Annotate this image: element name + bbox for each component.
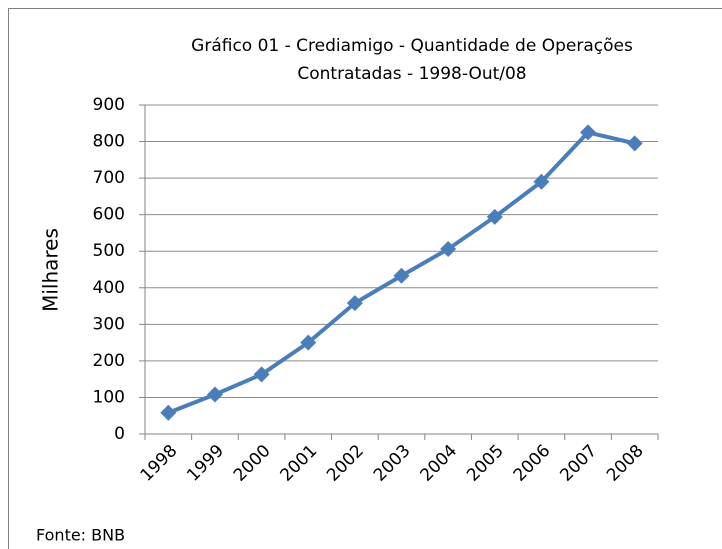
data-marker — [580, 124, 597, 141]
y-tick-label: 400 — [93, 278, 125, 298]
y-tick-label: 500 — [93, 241, 125, 261]
x-tick-label: 1999 — [183, 441, 228, 486]
chart-title: Contratadas - 1998-Out/08 — [297, 64, 526, 84]
y-tick-label: 0 — [114, 424, 125, 444]
data-marker — [160, 404, 177, 421]
data-marker — [533, 173, 550, 190]
chart-title: Gráfico 01 - Crediamigo - Quantidade de … — [191, 36, 633, 56]
data-marker — [486, 208, 503, 225]
y-tick-label: 600 — [93, 205, 125, 225]
data-marker — [206, 386, 223, 403]
x-tick-label: 2000 — [230, 441, 275, 486]
data-marker — [626, 135, 643, 152]
x-tick-label: 2002 — [323, 441, 368, 486]
x-tick-label: 2001 — [277, 441, 322, 486]
y-tick-label: 800 — [93, 132, 125, 152]
data-marker — [393, 267, 410, 284]
y-axis-label: Milhares — [39, 228, 63, 312]
x-tick-label: 2007 — [556, 441, 601, 486]
y-tick-label: 100 — [93, 387, 125, 407]
data-marker — [346, 295, 363, 312]
data-marker — [253, 366, 270, 383]
y-tick-label: 700 — [93, 168, 125, 188]
y-tick-label: 300 — [93, 314, 125, 334]
x-tick-label: 1998 — [137, 441, 182, 486]
y-tick-label: 900 — [93, 95, 125, 115]
source-note: Fonte: BNB — [36, 526, 125, 545]
x-tick-label: 2005 — [463, 441, 508, 486]
x-tick-label: 2003 — [370, 441, 415, 486]
y-tick-label: 200 — [93, 351, 125, 371]
data-marker — [440, 241, 457, 258]
chart-border — [8, 8, 722, 549]
x-tick-label: 2006 — [510, 441, 555, 486]
data-marker — [300, 334, 317, 351]
x-tick-label: 2008 — [603, 441, 648, 486]
x-tick-label: 2004 — [416, 441, 461, 486]
